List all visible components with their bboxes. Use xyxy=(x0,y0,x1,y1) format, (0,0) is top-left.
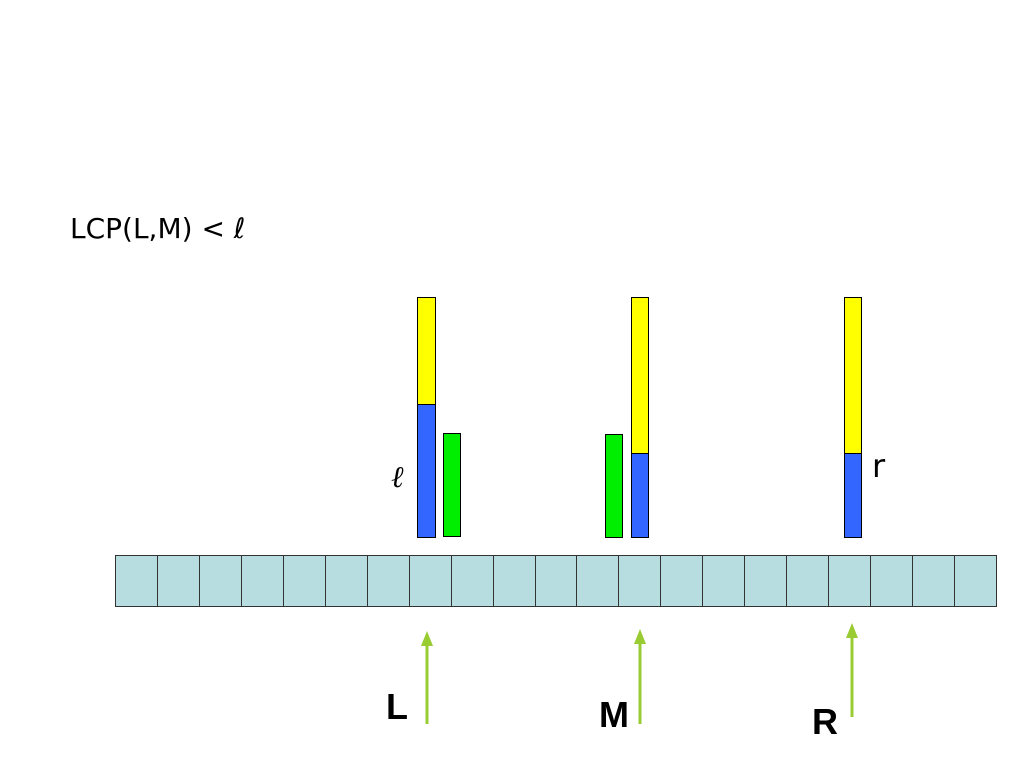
array-cell xyxy=(745,556,788,606)
r-pointer-label: R xyxy=(812,701,838,742)
ell-length-label: ℓ xyxy=(391,460,404,495)
array-cell xyxy=(284,556,326,606)
m-suffix-lcp-bar xyxy=(631,453,649,538)
array-cell xyxy=(619,556,662,606)
r-pointer-arrow xyxy=(846,623,858,717)
array-cell xyxy=(913,556,956,606)
l-suffix-lcp-bar xyxy=(417,404,436,538)
array-cell xyxy=(410,556,452,606)
condition-title: LCP(L,M) < ℓ xyxy=(70,212,246,245)
m-query-bar xyxy=(605,434,623,538)
array-cell xyxy=(871,556,914,606)
l-query-bar xyxy=(443,433,461,537)
m-pointer-arrow xyxy=(634,629,646,724)
array-cell xyxy=(326,556,368,606)
array-cell xyxy=(452,556,494,606)
array-cell xyxy=(829,556,872,606)
array-cell xyxy=(787,556,830,606)
l-pointer-arrow xyxy=(421,631,433,724)
r-length-label: r xyxy=(872,447,886,485)
array-cell xyxy=(158,556,200,606)
array-cell xyxy=(494,556,536,606)
array-cell xyxy=(200,556,242,606)
array-cell xyxy=(536,556,578,606)
suffix-array xyxy=(115,555,997,607)
array-cell xyxy=(577,556,620,606)
l-pointer-label: L xyxy=(386,686,408,727)
array-cell xyxy=(242,556,284,606)
r-suffix-lcp-bar xyxy=(844,453,862,538)
array-cell xyxy=(661,556,704,606)
array-cell xyxy=(368,556,410,606)
array-cell xyxy=(703,556,746,606)
array-cell xyxy=(116,556,158,606)
m-pointer-label: M xyxy=(599,694,629,735)
